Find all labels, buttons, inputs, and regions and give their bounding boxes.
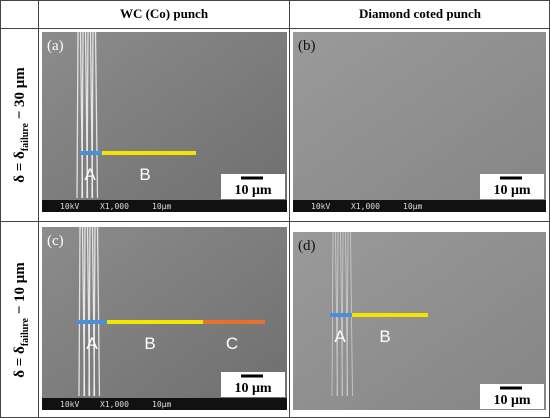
info-text: 10kV	[60, 400, 79, 409]
wear-streak	[88, 226, 91, 397]
info-bar	[293, 200, 546, 212]
panel-label: (d)	[298, 238, 316, 254]
row-label-sub: failure	[20, 317, 31, 346]
row-label-sub: failure	[20, 122, 31, 151]
info-text: 10μm	[152, 202, 171, 211]
segment-label: C	[226, 334, 238, 353]
wear-streak	[81, 31, 84, 199]
wear-streak	[86, 31, 89, 199]
sem-image	[293, 232, 546, 410]
info-text: X1,000	[100, 202, 129, 211]
info-text: X1,000	[100, 400, 129, 409]
info-text: 10kV	[311, 202, 330, 211]
wear-streak	[91, 31, 94, 199]
info-bar	[42, 200, 287, 212]
wear-streak	[83, 226, 86, 397]
column-header: Diamond coted punch	[359, 6, 482, 21]
segment-label: B	[144, 334, 155, 353]
info-text: 10μm	[152, 400, 171, 409]
info-bar	[42, 398, 287, 410]
row-label: δ = δfailure − 10 μm	[12, 262, 31, 378]
panel-label: (a)	[47, 38, 64, 54]
info-text: 10μm	[403, 202, 422, 211]
row-label: δ = δfailure − 30 μm	[12, 67, 31, 183]
row-label-tail: − 10 μm	[12, 262, 28, 318]
segment-label: A	[86, 334, 98, 353]
scale-label: 10 μm	[493, 183, 530, 198]
scale-label: 10 μm	[234, 183, 271, 198]
wear-streak	[93, 226, 96, 397]
panel-label: (c)	[47, 233, 64, 249]
row-label-tail: − 30 μm	[12, 67, 28, 123]
column-header: WC (Co) punch	[120, 6, 209, 21]
segment-label: B	[379, 327, 390, 346]
segment-label: A	[334, 327, 346, 346]
info-text: X1,000	[351, 202, 380, 211]
segment-label: A	[84, 165, 96, 184]
wear-streak	[76, 31, 79, 199]
wear-streak	[78, 226, 81, 397]
scale-label: 10 μm	[493, 393, 530, 408]
row-label-main: δ = δ	[12, 346, 28, 378]
segment-label: B	[139, 165, 150, 184]
info-text: 10kV	[60, 202, 79, 211]
row-label-main: δ = δ	[12, 151, 28, 183]
wear-streak	[94, 31, 99, 199]
panel-label: (b)	[298, 38, 316, 54]
scale-label: 10 μm	[234, 381, 271, 396]
wear-streak	[96, 226, 101, 397]
